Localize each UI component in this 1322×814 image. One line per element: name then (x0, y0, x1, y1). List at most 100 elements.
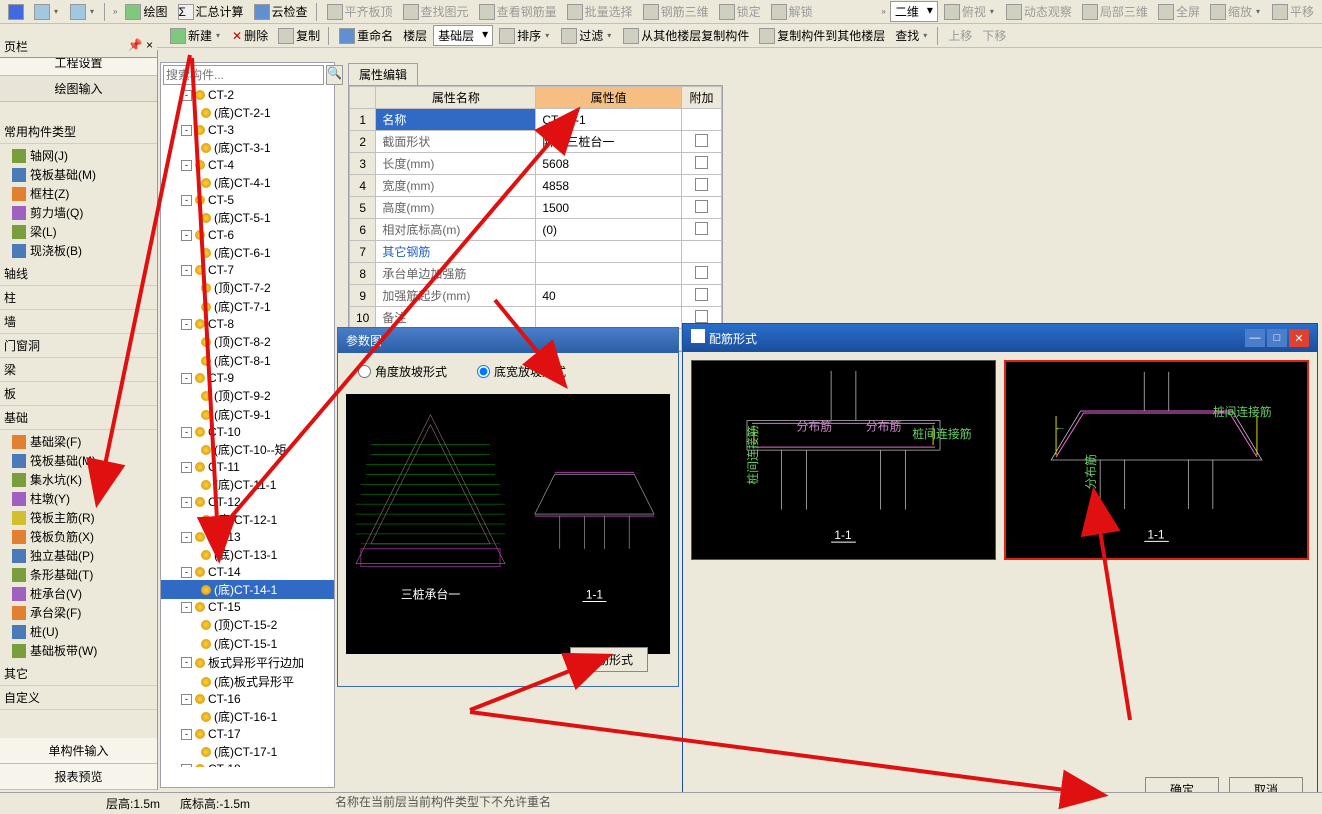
tab-draw[interactable]: 绘图输入 (0, 76, 157, 102)
tree-child[interactable]: (顶)CT-9-2 (161, 386, 334, 405)
foundation-item[interactable]: 集水坑(K) (0, 470, 157, 489)
tree-node[interactable]: -CT-3 (161, 122, 334, 138)
tree-child[interactable]: (底)CT-13-1 (161, 545, 334, 564)
tree-child[interactable]: (底)CT-7-1 (161, 297, 334, 316)
foundation-item[interactable]: 基础板带(W) (0, 641, 157, 660)
prop-tab[interactable]: 属性编辑 (348, 63, 418, 86)
tree-child[interactable]: (底)CT-5-1 (161, 208, 334, 227)
tree-node[interactable]: -CT-4 (161, 157, 334, 173)
tree-child[interactable]: (底)CT-8-1 (161, 351, 334, 370)
copy-button[interactable]: 复制 (274, 26, 324, 45)
tree-child[interactable]: (底)CT-15-1 (161, 634, 334, 653)
view2d-dropdown[interactable]: 二维 (890, 1, 938, 22)
tree-node[interactable]: -CT-8 (161, 316, 334, 332)
expand-icon-2[interactable]: » (879, 7, 887, 16)
tree-child[interactable]: (底)CT-12-1 (161, 510, 334, 529)
tree-child[interactable]: (底)CT-11-1 (161, 475, 334, 494)
foundation-item[interactable]: 基础梁(F) (0, 432, 157, 451)
property-row[interactable]: 10备注 (350, 307, 722, 329)
common-item[interactable]: 筏板基础(M) (0, 165, 157, 184)
search-go-button[interactable]: 🔍 (326, 65, 343, 85)
section-axis[interactable]: 轴线 (0, 262, 157, 286)
common-item[interactable]: 现浇板(B) (0, 241, 157, 260)
tree-child[interactable]: (顶)CT-7-2 (161, 278, 334, 297)
tree-node[interactable]: -CT-9 (161, 370, 334, 386)
foundation-item[interactable]: 筏板负筋(X) (0, 527, 157, 546)
foundation-item[interactable]: 桩承台(V) (0, 584, 157, 603)
tab-single[interactable]: 单构件输入 (0, 738, 157, 764)
tree-node[interactable]: -CT-13 (161, 529, 334, 545)
sum-button[interactable]: Σ汇总计算 (174, 2, 248, 21)
tree-node[interactable]: -CT-6 (161, 227, 334, 243)
tree-node[interactable]: -CT-14 (161, 564, 334, 580)
section-beam[interactable]: 梁 (0, 358, 157, 382)
tree-child[interactable]: (底)CT-3-1 (161, 138, 334, 157)
maximize-button[interactable]: □ (1267, 329, 1287, 347)
sort-button[interactable]: 排序▾ (495, 26, 555, 45)
foundation-item[interactable]: 条形基础(T) (0, 565, 157, 584)
base-layer-dropdown[interactable]: 基础层 (433, 25, 493, 46)
tree-child[interactable]: (底)CT-6-1 (161, 243, 334, 262)
section-col[interactable]: 柱 (0, 286, 157, 310)
tree-child[interactable]: (底)CT-16-1 (161, 707, 334, 726)
property-row[interactable]: 9加强筋起步(mm)40 (350, 285, 722, 307)
rebar-form-button[interactable]: 配筋形式 (570, 647, 648, 672)
tree-child[interactable]: (底)CT-10--矩 (161, 440, 334, 459)
property-row[interactable]: 2截面形状阶式三桩台一 (350, 131, 722, 153)
floor-button[interactable]: 楼层 (399, 26, 431, 45)
cloud-button[interactable]: 云检查 (250, 2, 312, 21)
foundation-item[interactable]: 筏板基础(M) (0, 451, 157, 470)
foundation-item[interactable]: 筏板主筋(R) (0, 508, 157, 527)
close-button[interactable]: ✕ (1289, 329, 1309, 347)
radio-width[interactable]: 底宽放坡形式 (477, 363, 566, 380)
tree-child[interactable]: (底)CT-9-1 (161, 405, 334, 424)
foundation-item[interactable]: 承台梁(F) (0, 603, 157, 622)
tree-node[interactable]: -CT-16 (161, 691, 334, 707)
tree-node[interactable]: -CT-11 (161, 459, 334, 475)
tab-report[interactable]: 报表预览 (0, 764, 157, 790)
tree-child[interactable]: (顶)CT-15-2 (161, 615, 334, 634)
tree-node[interactable]: -CT-12 (161, 494, 334, 510)
property-row[interactable]: 8承台单边加强筋 (350, 263, 722, 285)
section-slab[interactable]: 板 (0, 382, 157, 406)
tree-child[interactable]: (底)CT-4-1 (161, 173, 334, 192)
copy-from-button[interactable]: 从其他楼层复制构件 (619, 26, 753, 45)
tree-node[interactable]: -CT-7 (161, 262, 334, 278)
filter-button[interactable]: 过滤▾ (557, 26, 617, 45)
tree-child[interactable]: (底)板式异形平 (161, 672, 334, 691)
section-other[interactable]: 其它 (0, 662, 157, 686)
tree-node[interactable]: -CT-15 (161, 599, 334, 615)
tree-node[interactable]: -板式异形平行边加 (161, 653, 334, 672)
tree-child[interactable]: (底)CT-14-1 (161, 580, 334, 599)
radio-angle[interactable]: 角度放坡形式 (358, 363, 447, 380)
common-item[interactable]: 剪力墙(Q) (0, 203, 157, 222)
find-button[interactable]: 查找▾ (891, 26, 933, 45)
tree-child[interactable]: (顶)CT-8-2 (161, 332, 334, 351)
section-open[interactable]: 门窗洞 (0, 334, 157, 358)
common-item[interactable]: 轴网(J) (0, 146, 157, 165)
minimize-button[interactable]: — (1245, 329, 1265, 347)
rebar-option-1[interactable]: 分布筋 分布筋 桩间连接筋 桩间连接筋 1-1 (691, 360, 996, 560)
property-row[interactable]: 6相对底标高(m)(0) (350, 219, 722, 241)
undo-button[interactable]: ▾ (30, 3, 64, 21)
section-found[interactable]: 基础 (0, 406, 157, 430)
foundation-item[interactable]: 柱墩(Y) (0, 489, 157, 508)
section-wall[interactable]: 墙 (0, 310, 157, 334)
pin-icon[interactable]: 📌 × (128, 38, 153, 55)
redo-button[interactable]: ▾ (66, 3, 100, 21)
property-row[interactable]: 4宽度(mm)4858 (350, 175, 722, 197)
common-item[interactable]: 框柱(Z) (0, 184, 157, 203)
rename-button[interactable]: 重命名 (335, 26, 397, 45)
property-row[interactable]: 7其它钢筋 (350, 241, 722, 263)
new-button[interactable]: 新建▾ (166, 26, 226, 45)
tree-node[interactable]: -CT-2 (161, 87, 334, 103)
property-row[interactable]: 1名称CT-14-1 (350, 109, 722, 131)
expand-icon[interactable]: » (111, 7, 119, 16)
section-custom[interactable]: 自定义 (0, 686, 157, 710)
save-button[interactable] (4, 3, 28, 21)
foundation-item[interactable]: 独立基础(P) (0, 546, 157, 565)
property-row[interactable]: 5高度(mm)1500 (350, 197, 722, 219)
tree-node[interactable]: -CT-18 (161, 761, 334, 767)
foundation-item[interactable]: 桩(U) (0, 622, 157, 641)
property-row[interactable]: 3长度(mm)5608 (350, 153, 722, 175)
